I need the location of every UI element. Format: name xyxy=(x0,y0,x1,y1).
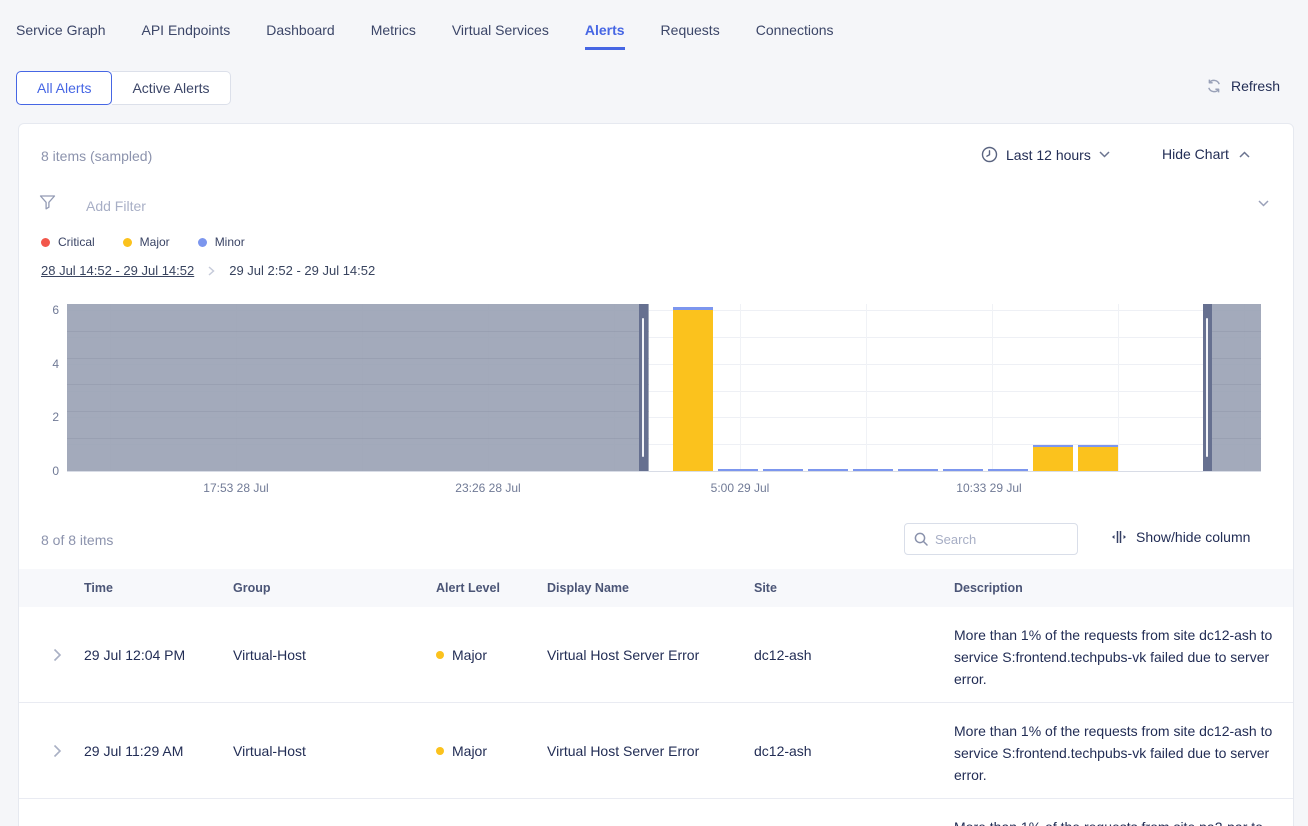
brush-overlay-right[interactable] xyxy=(1212,304,1261,471)
alerts-bar-chart: 0246 17:53 28 Jul23:26 28 Jul5:00 29 Jul… xyxy=(67,304,1261,471)
table-summary: 8 of 8 items xyxy=(41,532,113,548)
row-expand-chevron[interactable] xyxy=(53,648,62,662)
minor-bar[interactable] xyxy=(763,469,803,471)
tab-service-graph[interactable]: Service Graph xyxy=(16,22,105,50)
all-alerts-button[interactable]: All Alerts xyxy=(16,71,112,105)
tab-alerts[interactable]: Alerts xyxy=(585,22,625,50)
brush-handle-left[interactable] xyxy=(639,304,648,471)
items-count: 8 items (sampled) xyxy=(41,148,152,164)
major-dot-icon xyxy=(123,238,132,247)
add-filter-placeholder: Add Filter xyxy=(86,198,146,214)
filter-expand-chevron[interactable] xyxy=(1258,200,1269,207)
legend-label: Major xyxy=(140,235,170,249)
table-row: More than 1% of the requests from site p… xyxy=(19,799,1293,826)
cell-time: 29 Jul 11:29 AM xyxy=(84,743,183,759)
table-body: 29 Jul 12:04 PM Virtual-Host Major Virtu… xyxy=(19,607,1293,826)
major-bar[interactable] xyxy=(1078,447,1118,471)
brush-handle-right[interactable] xyxy=(1203,304,1212,471)
alert-level-dot-icon xyxy=(436,747,444,755)
tab-requests[interactable]: Requests xyxy=(661,22,720,50)
minor-bar[interactable] xyxy=(898,469,938,471)
column-header-group: Group xyxy=(233,569,271,607)
chevron-right-icon xyxy=(208,266,215,276)
tab-metrics[interactable]: Metrics xyxy=(371,22,416,50)
minor-bar[interactable] xyxy=(673,307,713,310)
hide-chart-button[interactable]: Hide Chart xyxy=(1162,146,1250,162)
tab-connections[interactable]: Connections xyxy=(756,22,834,50)
minor-bar[interactable] xyxy=(943,469,983,471)
active-alerts-button[interactable]: Active Alerts xyxy=(112,71,230,105)
breadcrumb-parent-range[interactable]: 28 Jul 14:52 - 29 Jul 14:52 xyxy=(41,263,194,278)
tab-api-endpoints[interactable]: API Endpoints xyxy=(141,22,230,50)
cell-site: dc12-ash xyxy=(754,743,812,759)
hide-chart-label: Hide Chart xyxy=(1162,146,1229,162)
column-header-site: Site xyxy=(754,569,777,607)
minor-bar[interactable] xyxy=(718,469,758,471)
alert-level-dot-icon xyxy=(436,651,444,659)
alerts-filter-toggle: All Alerts Active Alerts xyxy=(16,71,231,105)
cell-time: 29 Jul 12:04 PM xyxy=(84,647,185,663)
top-nav: Service Graph API Endpoints Dashboard Me… xyxy=(16,22,834,50)
search-icon xyxy=(914,532,928,546)
cell-display-name: Virtual Host Server Error xyxy=(547,647,699,663)
chevron-up-icon xyxy=(1239,151,1250,158)
cell-group: Virtual-Host xyxy=(233,647,306,663)
minor-bar[interactable] xyxy=(988,469,1028,471)
time-range-dropdown[interactable]: Last 12 hours xyxy=(981,146,1110,163)
column-header-description: Description xyxy=(954,569,1023,607)
minor-bar[interactable] xyxy=(1078,445,1118,447)
cell-group: Virtual-Host xyxy=(233,743,306,759)
legend-label: Critical xyxy=(58,235,95,249)
breadcrumb-current-range: 29 Jul 2:52 - 29 Jul 14:52 xyxy=(229,263,375,278)
column-header-display-name: Display Name xyxy=(547,569,629,607)
cell-display-name: Virtual Host Server Error xyxy=(547,743,699,759)
filter-bar[interactable]: Add Filter xyxy=(19,190,1293,226)
chevron-down-icon xyxy=(1099,151,1110,158)
critical-dot-icon xyxy=(41,238,50,247)
cell-description: More than 1% of the requests from site d… xyxy=(954,624,1294,690)
legend-item-major[interactable]: Major xyxy=(123,235,170,249)
legend-item-critical[interactable]: Critical xyxy=(41,235,95,249)
clock-icon xyxy=(981,146,998,163)
cell-site: dc12-ash xyxy=(754,647,812,663)
row-expand-chevron[interactable] xyxy=(53,744,62,758)
refresh-button[interactable]: Refresh xyxy=(1206,78,1280,94)
brush-overlay-left[interactable] xyxy=(67,304,649,471)
table-search xyxy=(904,523,1078,555)
column-toggle-icon xyxy=(1111,530,1127,544)
time-breadcrumb: 28 Jul 14:52 - 29 Jul 14:52 29 Jul 2:52 … xyxy=(41,263,375,278)
time-range-value: Last 12 hours xyxy=(1006,147,1091,163)
alert-level-label: Major xyxy=(452,743,487,759)
column-header-time: Time xyxy=(84,569,113,607)
legend-label: Minor xyxy=(215,235,245,249)
minor-bar[interactable] xyxy=(1033,445,1073,447)
table-row: 29 Jul 11:29 AM Virtual-Host Major Virtu… xyxy=(19,703,1293,799)
minor-dot-icon xyxy=(198,238,207,247)
major-bar[interactable] xyxy=(673,310,713,471)
cell-alert-level: Major xyxy=(436,743,487,759)
refresh-icon xyxy=(1206,78,1222,94)
chart-legend: Critical Major Minor xyxy=(41,235,245,249)
cell-description: More than 1% of the requests from site p… xyxy=(954,816,1294,826)
tab-virtual-services[interactable]: Virtual Services xyxy=(452,22,549,50)
cell-description: More than 1% of the requests from site d… xyxy=(954,720,1294,786)
table-row: 29 Jul 12:04 PM Virtual-Host Major Virtu… xyxy=(19,607,1293,703)
alerts-panel: 8 items (sampled) Last 12 hours Hide Cha… xyxy=(18,123,1294,826)
legend-item-minor[interactable]: Minor xyxy=(198,235,245,249)
tab-dashboard[interactable]: Dashboard xyxy=(266,22,335,50)
show-hide-column-label: Show/hide column xyxy=(1136,529,1250,545)
table-header: Time Group Alert Level Display Name Site… xyxy=(19,569,1293,607)
major-bar[interactable] xyxy=(1033,447,1073,471)
cell-alert-level: Major xyxy=(436,647,487,663)
alert-level-label: Major xyxy=(452,647,487,663)
search-input[interactable] xyxy=(935,532,1055,547)
refresh-label: Refresh xyxy=(1231,78,1280,94)
minor-bar[interactable] xyxy=(808,469,848,471)
minor-bar[interactable] xyxy=(853,469,893,471)
show-hide-column-button[interactable]: Show/hide column xyxy=(1111,529,1250,545)
column-header-alert-level: Alert Level xyxy=(436,569,500,607)
filter-icon xyxy=(39,194,56,211)
